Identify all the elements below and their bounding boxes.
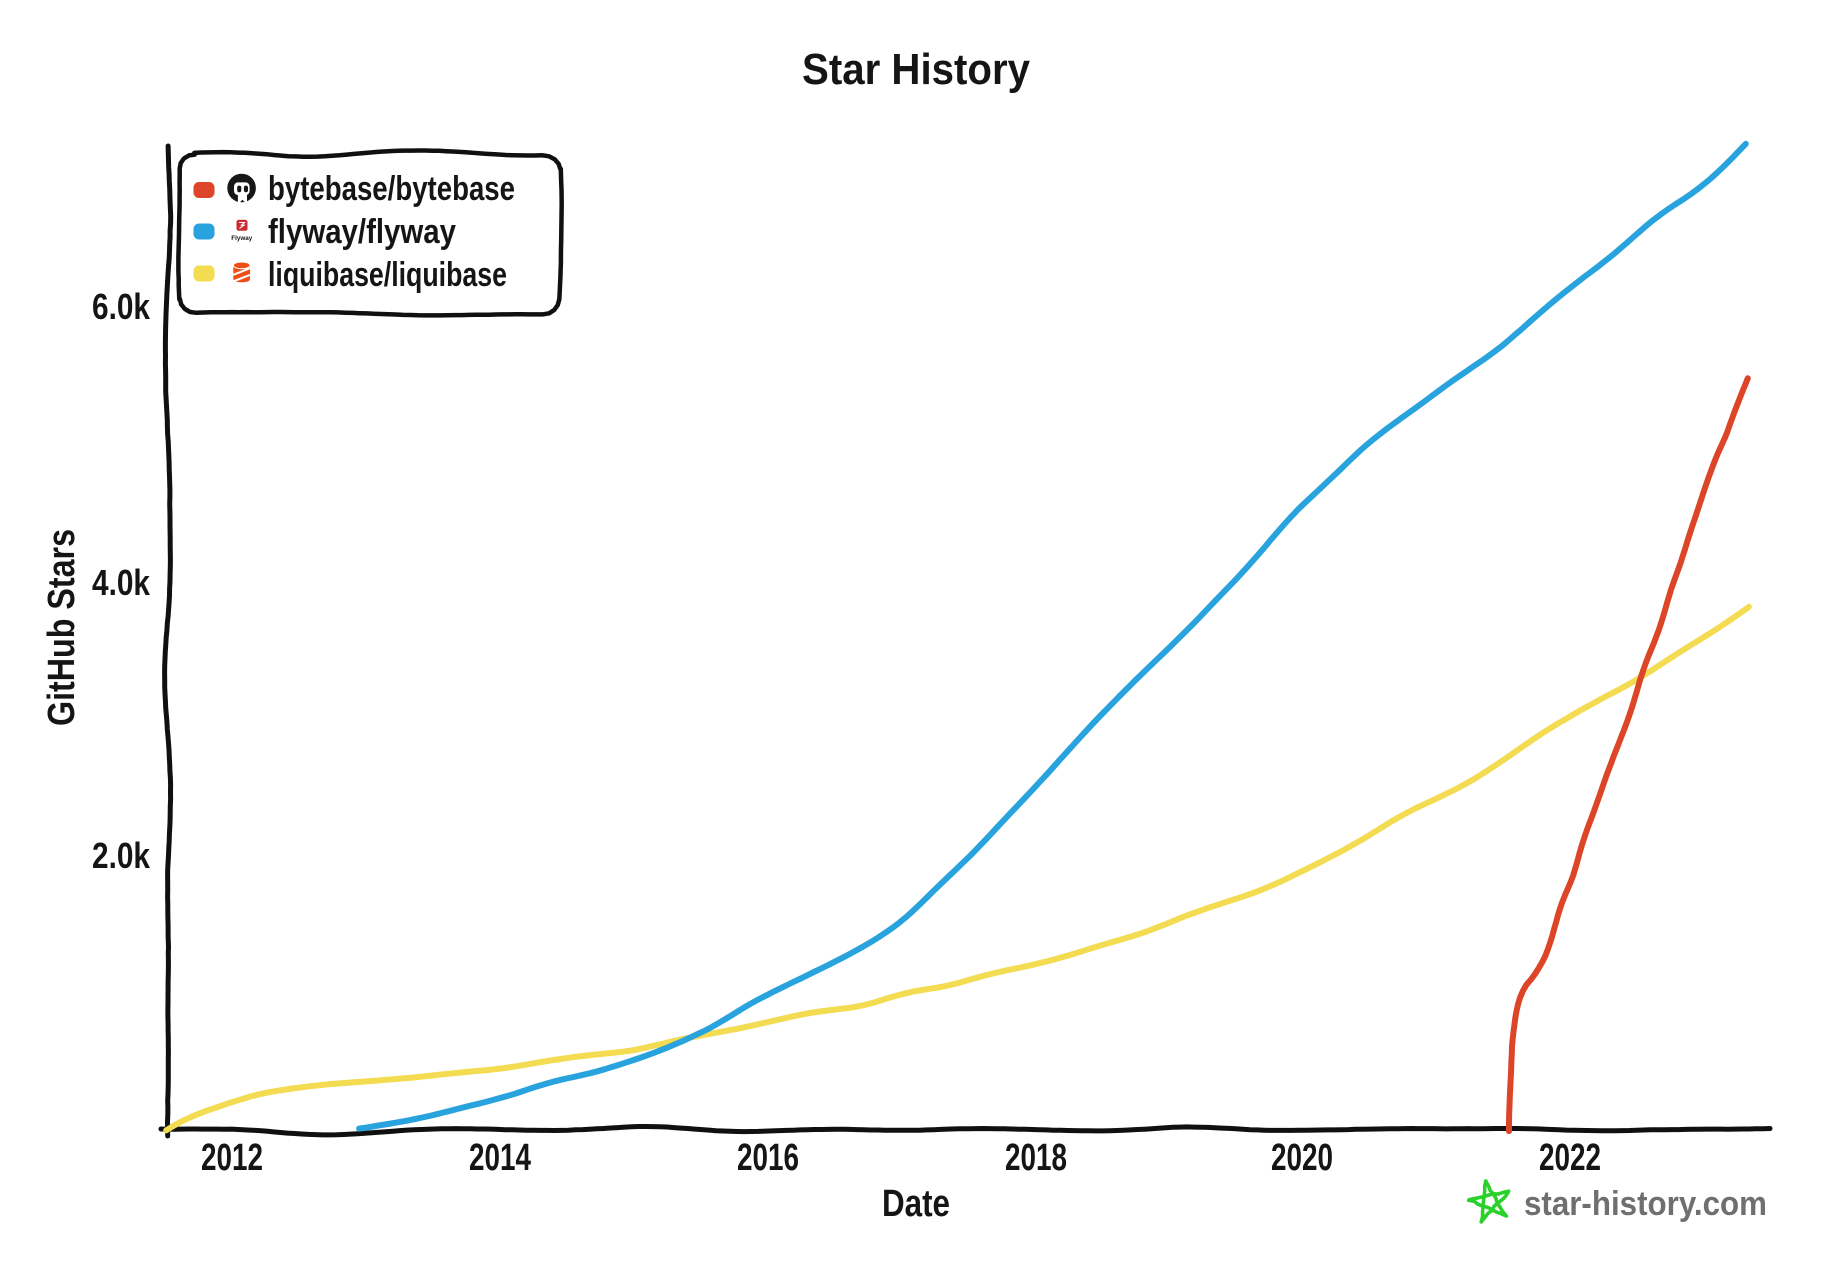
svg-text:2016: 2016: [737, 1137, 799, 1179]
svg-text:2014: 2014: [469, 1137, 531, 1179]
svg-text:bytebase/bytebase: bytebase/bytebase: [268, 170, 515, 208]
svg-text:6.0k: 6.0k: [92, 286, 151, 327]
svg-text:2018: 2018: [1005, 1137, 1067, 1179]
svg-text:Date: Date: [882, 1183, 950, 1225]
svg-text:Star History: Star History: [802, 45, 1030, 94]
svg-text:GitHub Stars: GitHub Stars: [41, 529, 83, 726]
svg-text:2012: 2012: [201, 1137, 263, 1179]
svg-text:2022: 2022: [1539, 1137, 1601, 1179]
svg-text:star-history.com: star-history.com: [1524, 1185, 1767, 1223]
svg-text:4.0k: 4.0k: [92, 562, 151, 603]
svg-text:liquibase/liquibase: liquibase/liquibase: [268, 256, 507, 294]
svg-text:Flyway: Flyway: [231, 235, 252, 242]
svg-text:flyway/flyway: flyway/flyway: [268, 213, 456, 251]
svg-text:2.0k: 2.0k: [92, 835, 151, 876]
svg-text:2020: 2020: [1271, 1137, 1333, 1179]
